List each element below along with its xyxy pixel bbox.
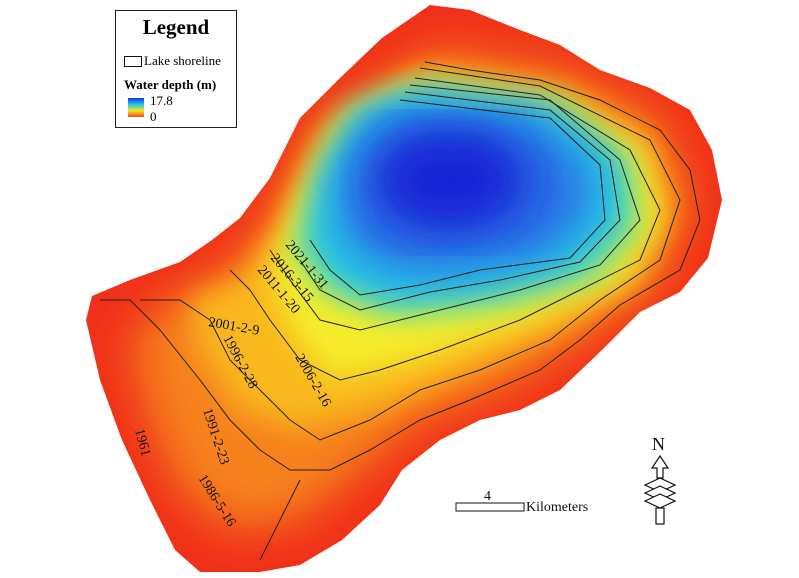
shoreline-2001 [229,77,661,381]
shoreline-2021 [309,99,606,296]
legend-shoreline-item: Lake shoreline [124,53,221,69]
shorelines [100,61,701,561]
shoreline-2011 [269,84,641,331]
north-arrow-icon: N [643,434,677,525]
shoreline-1986 [100,61,701,471]
shoreline-2016 [299,91,621,311]
depth-max: 17.8 [150,93,173,108]
legend: Legend Lake shoreline Water depth (m) 17… [115,10,237,128]
shoreline-1991 [140,67,681,441]
depth-title: Water depth (m) [124,77,217,92]
scale-value: 4 [484,489,491,504]
north-label: N [652,434,665,454]
shoreline-swatch-icon [124,55,142,67]
label-1961: 1961 [131,427,153,458]
scale-unit: Kilometers [526,500,588,515]
shoreline-label: Lake shoreline [144,53,221,68]
scale-bar: 4 Kilometers [455,489,588,515]
shoreline-1961-edge [259,479,301,561]
depth-color-ramp [128,98,144,117]
legend-title: Legend [142,15,210,39]
depth-min: 0 [150,109,157,124]
